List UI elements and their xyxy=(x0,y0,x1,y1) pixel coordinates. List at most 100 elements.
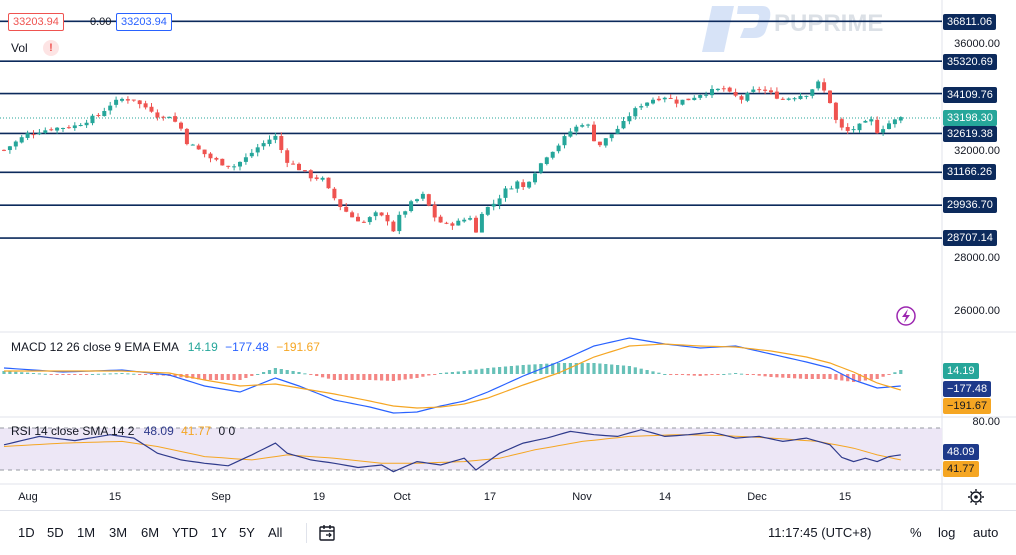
macd-hist-bar xyxy=(751,374,755,375)
percent-toggle[interactable]: % xyxy=(910,525,922,540)
time-label: 17 xyxy=(484,491,496,503)
candle-body xyxy=(326,177,331,189)
clock-timezone[interactable]: 11:17:45 (UTC+8) xyxy=(768,525,872,540)
signal-axis-label: −191.67 xyxy=(943,398,992,414)
candle-body xyxy=(409,201,414,212)
bid-price-box[interactable]: 33203.94 xyxy=(8,13,64,31)
candle-body xyxy=(562,136,567,146)
macd-hist-bar xyxy=(598,363,602,374)
lightning-icon[interactable] xyxy=(896,306,916,326)
log-toggle[interactable]: log xyxy=(938,525,956,540)
macd-hist-bar xyxy=(26,372,30,374)
candle-body xyxy=(786,98,791,100)
candle-body xyxy=(385,214,390,222)
vol-alert-icon[interactable]: ! xyxy=(43,40,59,56)
candle-body xyxy=(615,128,620,134)
timeframe-1y-button[interactable]: 1Y xyxy=(211,525,227,540)
candle-body xyxy=(503,188,508,198)
candle-body xyxy=(568,131,573,137)
candle-body xyxy=(314,177,319,180)
timeframe-5y-button[interactable]: 5Y xyxy=(239,525,255,540)
candle-body xyxy=(344,206,349,212)
macd-hist-bar xyxy=(403,374,407,380)
candle-body xyxy=(751,89,756,92)
macd-hist-bar xyxy=(450,372,454,374)
ask-price-box[interactable]: 33203.94 xyxy=(116,13,172,31)
candle-body xyxy=(898,117,903,121)
macd-hist-bar xyxy=(533,364,537,374)
timeframe-all-button[interactable]: All xyxy=(268,525,283,540)
timeframe-3m-button[interactable]: 3M xyxy=(109,525,128,540)
current-price-label: 33198.30 xyxy=(943,110,997,126)
macd-hist-bar xyxy=(49,374,53,375)
candle-body xyxy=(739,96,744,100)
macd-hist-bar xyxy=(439,373,443,374)
macd-hist-bar xyxy=(474,369,478,374)
time-label: Aug xyxy=(18,491,38,503)
timeframe-1m-button[interactable]: 1M xyxy=(77,525,96,540)
candle-body xyxy=(415,199,419,202)
candle-body xyxy=(621,121,626,129)
candle-body xyxy=(37,133,42,135)
candle-body xyxy=(527,181,532,188)
timeframe-6m-button[interactable]: 6M xyxy=(141,525,160,540)
macd-hist-bar xyxy=(155,374,159,376)
macd-hist-bar xyxy=(433,374,437,375)
macd-hist-bar xyxy=(262,372,266,374)
macd-hist-bar xyxy=(887,374,891,375)
candle-body xyxy=(727,87,732,92)
timeframe-ytd-button[interactable]: YTD xyxy=(172,525,198,540)
macd-hist-bar xyxy=(368,374,372,380)
time-label: 14 xyxy=(659,491,671,503)
macd-hist-bar xyxy=(273,368,277,374)
date-range-icon[interactable] xyxy=(318,524,336,542)
macd-hist-bar xyxy=(132,373,136,375)
macd-hist-bar xyxy=(645,370,649,374)
macd-hist-bar xyxy=(793,374,797,379)
macd-hist-bar xyxy=(492,367,496,374)
vol-label: Vol xyxy=(11,41,28,55)
macd-hist-bar xyxy=(604,364,608,374)
macd-hist-bar xyxy=(498,367,502,374)
settings-gear-icon[interactable] xyxy=(968,489,984,505)
candle-body xyxy=(25,133,30,138)
macd-hist-bar xyxy=(214,374,218,380)
rsi-legend[interactable]: RSI 14 close SMA 14 2 48.09 41.77 0 0 xyxy=(11,424,235,438)
chart-area[interactable]: PUPRIME 36000.00 32000.00 28000.00 26000… xyxy=(0,0,1016,510)
candle-body xyxy=(668,97,673,99)
candle-body xyxy=(745,92,750,101)
macd-hist-bar xyxy=(374,374,378,381)
macd-hist-bar xyxy=(421,374,425,377)
macd-hist-bar xyxy=(639,368,643,374)
macd-signal-value: −191.67 xyxy=(276,340,320,354)
candle-body xyxy=(102,111,107,117)
candle-body xyxy=(721,88,726,90)
price-tick: 32000.00 xyxy=(954,145,1000,157)
candle-body xyxy=(798,95,803,100)
macd-hist-bar xyxy=(633,367,637,374)
macd-hist-bar xyxy=(20,372,24,374)
candle-body xyxy=(397,214,402,232)
candle-body xyxy=(302,170,307,172)
macd-hist-bar xyxy=(144,374,148,375)
candle-body xyxy=(698,95,703,98)
macd-legend[interactable]: MACD 12 26 close 9 EMA EMA 14.19 −177.48… xyxy=(11,340,320,354)
candle-body xyxy=(149,106,154,112)
macd-hist-bar xyxy=(79,374,83,375)
candle-body xyxy=(285,150,290,163)
macd-hist-bar xyxy=(208,374,213,380)
macd-hist-bar xyxy=(657,372,661,374)
macd-hist-bar xyxy=(521,365,525,374)
macd-hist-bar xyxy=(126,373,130,375)
macd-hist-bar xyxy=(409,374,413,379)
timeframe-1d-button[interactable]: 1D xyxy=(18,525,35,540)
candle-body xyxy=(196,145,201,150)
candle-body xyxy=(822,82,827,91)
candle-body xyxy=(55,127,60,131)
macd-hist-bar xyxy=(279,369,283,374)
auto-toggle[interactable]: auto xyxy=(973,525,999,540)
timeframe-5d-button[interactable]: 5D xyxy=(47,525,64,540)
macd-hist-bar xyxy=(551,363,555,374)
macd-hist-axis-label: 14.19 xyxy=(943,363,979,379)
macd-hist-bar xyxy=(391,374,395,381)
